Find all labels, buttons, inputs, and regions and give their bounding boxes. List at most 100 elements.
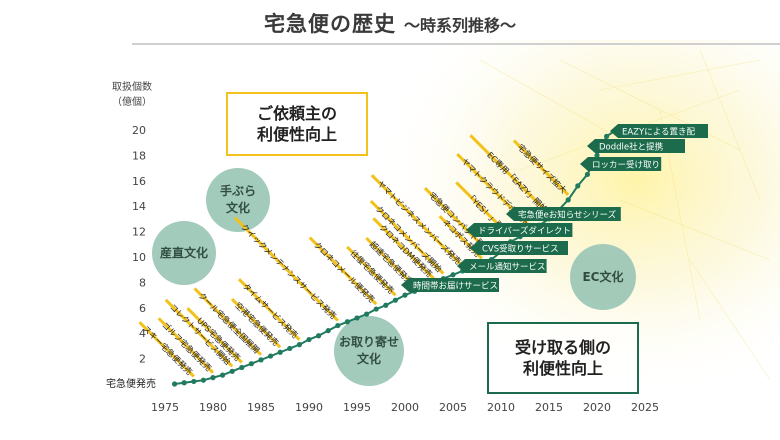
callout-sender-convenience: ご依頼主の 利便性向上	[226, 92, 368, 156]
event-leader	[372, 217, 435, 280]
x-tick-label: 2000	[391, 401, 419, 414]
event-leader	[346, 245, 397, 297]
title-subtitle: 〜時系列推移〜	[403, 16, 516, 35]
event-leader	[230, 297, 282, 349]
data-point	[229, 368, 235, 374]
callout-bottom-line2: 利便性向上	[522, 359, 603, 378]
event-tag-label: CVS受取りサービス	[482, 244, 559, 255]
event-tag-label: Doddle社と提携	[599, 142, 663, 153]
event-tag	[457, 259, 547, 273]
y-tick-label: 8	[139, 276, 146, 289]
event-tag-label: ロッカー受け取り	[592, 160, 660, 171]
y-axis-unit-line1: 取扱個数	[112, 82, 152, 93]
data-point	[392, 297, 398, 303]
x-tick-label: 2020	[583, 401, 611, 414]
callout-receiver-convenience: 受け取る側の 利便性向上	[487, 322, 639, 394]
y-tick-label: 20	[132, 124, 146, 137]
event-leader	[138, 321, 195, 378]
event-tag-label: 宅急便eお知らせシリーズ	[518, 210, 617, 221]
x-tick-label: 1985	[247, 401, 275, 414]
x-tick-label: 2025	[631, 401, 659, 414]
y-tick-label: 6	[139, 302, 146, 315]
data-point	[383, 302, 389, 308]
era-label: EC文化	[582, 269, 624, 284]
data-point	[565, 197, 571, 203]
event-tag	[587, 139, 685, 153]
event-tag	[470, 241, 568, 255]
era-label: 文化	[356, 352, 381, 366]
data-point	[450, 272, 456, 278]
callout-top-line1: ご依頼主の	[256, 104, 337, 123]
start-label: 宅急便発売	[106, 377, 156, 390]
data-point	[258, 357, 264, 363]
data-point	[575, 183, 581, 189]
era-label: お取り寄せ	[338, 335, 399, 349]
data-point	[325, 328, 331, 334]
y-axis-unit: 取扱個数 （億個）	[112, 80, 152, 110]
data-point	[210, 375, 216, 381]
page-title: 宅急便の歴史 〜時系列推移〜	[0, 8, 780, 38]
y-tick-label: 18	[132, 149, 146, 162]
event-tag	[506, 207, 621, 221]
event-leader	[157, 317, 215, 374]
event-tag	[580, 157, 662, 171]
data-point	[248, 361, 254, 367]
data-point	[287, 345, 293, 352]
y-tick-label: 16	[132, 175, 146, 188]
event-leader	[193, 287, 263, 356]
event-tag-label: 時間帯お届けサービス	[413, 281, 498, 292]
era-label: 文化	[225, 201, 250, 215]
era-circle-ec: EC文化	[570, 244, 636, 310]
era-label: 手ぶら	[219, 184, 256, 198]
era-circle-tebura: 手ぶら 文化	[206, 168, 270, 232]
x-tick-label: 1975	[151, 401, 179, 414]
y-tick-label: 2	[139, 353, 146, 366]
event-tag-label: メール通知サービス	[469, 262, 546, 273]
data-point	[191, 378, 197, 385]
event-tag	[610, 124, 708, 138]
era-circle-sanchoku: 産直文化	[152, 221, 216, 285]
data-point	[335, 322, 341, 329]
event-leader	[369, 199, 445, 275]
data-point	[344, 319, 350, 325]
data-point	[277, 349, 283, 355]
event-label: クイックメンテナンスサービス発売	[239, 222, 338, 321]
data-point	[172, 381, 178, 387]
y-tick-label: 14	[132, 200, 146, 213]
era-circle-otoriyose: お取り寄せ 文化	[334, 316, 404, 386]
event-leader	[237, 278, 301, 341]
data-point	[316, 333, 322, 339]
data-point	[604, 133, 610, 139]
data-point	[220, 372, 226, 378]
y-tick-label: 4	[139, 327, 146, 340]
data-point	[268, 353, 274, 359]
data-point	[594, 152, 600, 158]
data-point	[584, 171, 591, 178]
y-tick-label: 10	[132, 251, 146, 264]
event-leader	[512, 139, 570, 196]
event-leader	[308, 236, 378, 306]
x-tick-label: 1980	[199, 401, 227, 414]
event-tag	[466, 223, 573, 237]
x-tick-label: 2015	[535, 401, 563, 414]
data-point	[239, 364, 245, 371]
event-tag-label: EAZYによる置き配	[622, 128, 695, 138]
era-label: 産直文化	[159, 245, 208, 260]
event-leader	[370, 174, 464, 268]
title-main: 宅急便の歴史	[263, 12, 396, 36]
data-point	[402, 292, 408, 298]
data-point	[200, 377, 206, 383]
callout-top-line2: 利便性向上	[256, 125, 337, 144]
data-point	[296, 342, 302, 348]
data-point	[181, 380, 187, 386]
y-axis-unit-line2: （億個）	[112, 97, 152, 108]
data-point	[373, 306, 379, 312]
x-tick-label: 1995	[343, 401, 371, 414]
x-tick-label: 2010	[487, 401, 515, 414]
x-tick-label: 2005	[439, 401, 467, 414]
data-point	[306, 336, 312, 343]
event-tag	[401, 278, 499, 292]
x-tick-label: 1990	[295, 401, 323, 414]
title-divider	[132, 43, 780, 45]
